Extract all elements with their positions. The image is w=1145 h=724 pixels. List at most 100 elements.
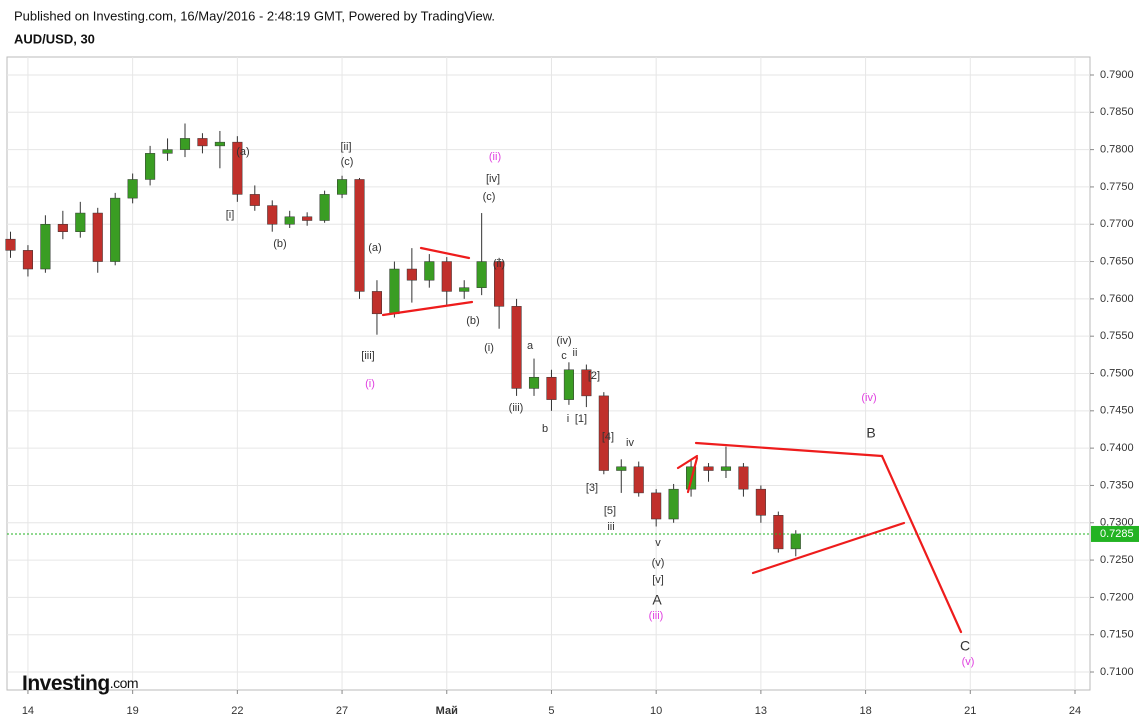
candle-body xyxy=(214,141,225,147)
wave-label: ii xyxy=(573,347,578,359)
logo-suffix: .com xyxy=(110,675,138,691)
last-price-box xyxy=(1091,525,1139,542)
wave-label: [i] xyxy=(226,209,235,221)
trend-lines xyxy=(381,246,963,634)
candle-body xyxy=(127,179,138,199)
y-tick-label: 0.7900 xyxy=(1100,69,1134,81)
candle-body xyxy=(57,223,68,232)
wave-label: [5] xyxy=(604,505,616,517)
candle-body xyxy=(40,223,51,270)
candle-body xyxy=(406,268,417,281)
wave-label: C xyxy=(960,638,970,654)
symbol-title: AUD/USD, 30 xyxy=(14,31,95,46)
wave-label: v xyxy=(655,537,661,549)
wave-label: a xyxy=(527,340,534,352)
wave-label: (iii) xyxy=(649,610,664,622)
y-tick-label: 0.7800 xyxy=(1100,144,1134,156)
candle-body xyxy=(424,261,435,281)
wave-label: (c) xyxy=(483,191,496,203)
candle-body xyxy=(773,515,784,550)
candle-body xyxy=(249,194,260,206)
wave-label: b xyxy=(542,423,548,435)
wave-label: (a) xyxy=(236,146,249,158)
y-tick-label: 0.7550 xyxy=(1100,330,1134,342)
candle-body xyxy=(598,395,609,471)
wave-label: [iii] xyxy=(361,350,374,362)
x-tick-label: 13 xyxy=(755,705,767,717)
wave-label: (v) xyxy=(962,656,975,668)
wave-label: (ii) xyxy=(493,258,505,270)
candle-body xyxy=(581,369,592,397)
candle-body xyxy=(319,194,330,221)
wave-label: (i) xyxy=(484,342,494,354)
wave-label: [iv] xyxy=(486,173,500,185)
wave-label: A xyxy=(652,592,662,608)
x-tick-label: 21 xyxy=(964,705,976,717)
candle-body xyxy=(720,466,732,471)
candle-body xyxy=(738,466,749,490)
wave-label: B xyxy=(866,425,875,441)
logo: Investing.com xyxy=(22,672,138,695)
candle-body xyxy=(511,306,522,389)
y-tick-label: 0.7600 xyxy=(1100,293,1134,305)
candle-body xyxy=(546,376,557,400)
x-tick-label: 22 xyxy=(231,705,243,717)
y-tick-label: 0.7350 xyxy=(1100,479,1134,491)
wave-label: iv xyxy=(626,437,634,449)
wave-label: (ii) xyxy=(489,151,501,163)
y-tick-label: 0.7700 xyxy=(1100,218,1134,230)
wave-label: (a) xyxy=(368,242,381,254)
wave-label: (b) xyxy=(466,315,479,327)
y-tick-label: 0.7650 xyxy=(1100,255,1134,267)
wave-label: [4] xyxy=(602,431,614,443)
x-tick-label: 27 xyxy=(336,705,348,717)
logo-brand: Investing xyxy=(22,672,110,695)
last-price-label: 0.7285 xyxy=(1100,528,1134,540)
candle-body xyxy=(651,492,662,520)
y-tick-label: 0.7500 xyxy=(1100,367,1134,379)
y-tick-label: 0.7250 xyxy=(1100,554,1134,566)
candle-body xyxy=(5,238,16,251)
x-tick-label: 24 xyxy=(1069,705,1081,717)
candle-body xyxy=(354,179,365,292)
wave-label: (iv) xyxy=(861,392,876,404)
y-tick-label: 0.7400 xyxy=(1100,442,1134,454)
candle-body xyxy=(110,197,121,262)
trend-line xyxy=(676,454,699,470)
candle-body xyxy=(371,291,383,315)
candle-body xyxy=(75,212,86,232)
x-tick-label: 5 xyxy=(548,705,554,717)
wave-label: (iii) xyxy=(509,402,524,414)
trend-line xyxy=(419,246,471,260)
wave-label: i xyxy=(567,413,569,425)
wave-label: iii xyxy=(607,521,614,533)
x-tick-label: Май xyxy=(436,705,458,717)
candle-body xyxy=(22,250,33,270)
candle-body xyxy=(389,268,400,315)
candle-body xyxy=(528,376,540,389)
wave-label: c xyxy=(561,350,567,362)
candle-body xyxy=(494,261,505,307)
y-tick-label: 0.7850 xyxy=(1100,106,1134,118)
x-tick-label: 14 xyxy=(22,705,34,717)
candle-body xyxy=(145,153,156,180)
published-note: Published on Investing.com, 16/May/2016 … xyxy=(14,8,495,23)
wave-label: [3] xyxy=(586,482,598,494)
candle-body xyxy=(337,179,348,195)
candle-body xyxy=(703,466,714,471)
wave-label: [1] xyxy=(575,413,587,425)
y-tick-label: 0.7200 xyxy=(1100,591,1134,603)
candle-body xyxy=(633,466,644,494)
y-tick-label: 0.7100 xyxy=(1100,666,1134,678)
candle-body xyxy=(179,138,191,150)
candle-body xyxy=(668,488,679,520)
wave-label: (b) xyxy=(273,238,286,250)
candle-body xyxy=(267,205,278,225)
trend-line xyxy=(686,456,699,494)
wave-label: (i) xyxy=(365,378,375,390)
candle-body xyxy=(284,216,295,225)
trend-line xyxy=(381,300,474,317)
y-tick-label: 0.7750 xyxy=(1100,181,1134,193)
y-tick-label: 0.7450 xyxy=(1100,405,1134,417)
wave-label: (iv) xyxy=(556,335,571,347)
